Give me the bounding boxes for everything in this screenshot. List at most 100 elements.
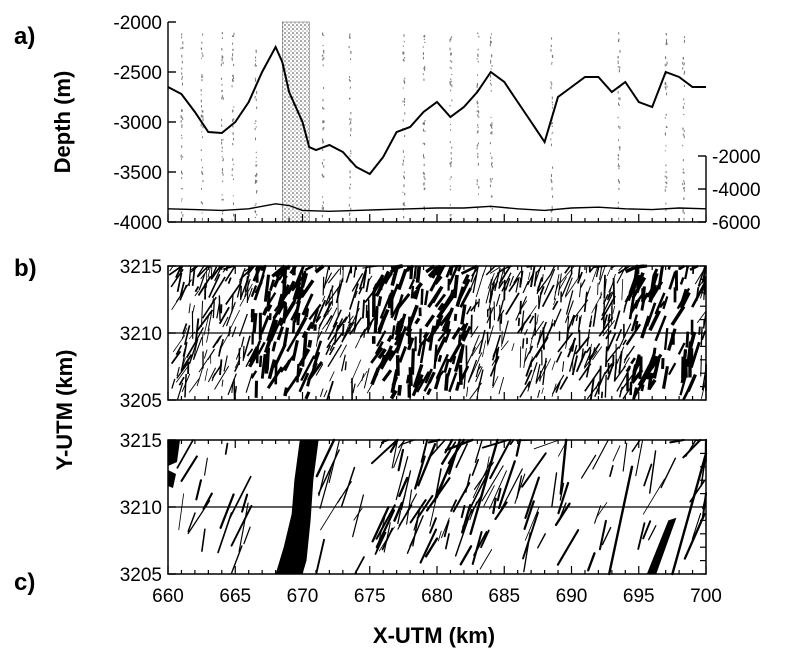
track-dot xyxy=(182,118,183,120)
track-dot xyxy=(182,47,183,48)
texture-stroke xyxy=(283,275,284,300)
texture-stroke xyxy=(281,355,294,372)
texture-stroke xyxy=(298,313,299,325)
track-dot xyxy=(233,164,234,165)
track-dot xyxy=(223,139,224,140)
texture-stroke xyxy=(232,327,236,337)
track-dot xyxy=(451,61,452,63)
track-dot xyxy=(323,201,324,203)
texture-stroke xyxy=(381,275,382,290)
texture-stroke xyxy=(554,274,559,300)
texture-stroke xyxy=(619,324,631,349)
track-dot xyxy=(181,158,182,159)
track-dot xyxy=(404,41,405,42)
texture-stroke xyxy=(579,283,581,298)
texture-stroke xyxy=(557,352,562,363)
track-dot xyxy=(477,110,478,112)
track-dot xyxy=(665,133,666,136)
track-dot xyxy=(665,82,666,85)
track-dot xyxy=(350,122,351,124)
track-dot xyxy=(322,120,323,123)
texture-stroke xyxy=(636,321,638,330)
texture-stroke xyxy=(242,337,244,347)
texture-stroke xyxy=(412,348,413,374)
track-dot xyxy=(478,143,479,145)
track-dot xyxy=(618,60,619,62)
track-dot xyxy=(665,86,666,88)
panel-label-a: a) xyxy=(14,23,35,50)
texture-stroke xyxy=(537,286,538,294)
panel-c-ytick-label: 3215 xyxy=(120,431,162,452)
texture-stroke xyxy=(306,392,309,399)
texture-stroke xyxy=(593,304,596,326)
track-dot xyxy=(478,49,479,51)
track-dot xyxy=(666,93,667,96)
track-dot xyxy=(201,149,202,151)
track-dot xyxy=(551,63,552,64)
track-dot xyxy=(255,78,256,79)
texture-stroke xyxy=(555,309,562,325)
track-dot xyxy=(424,39,425,40)
track-dot xyxy=(477,84,478,86)
track-dot xyxy=(181,120,182,123)
lineament xyxy=(595,506,601,523)
track-dot xyxy=(222,55,223,58)
track-dot xyxy=(202,171,203,173)
track-dot xyxy=(403,160,404,163)
texture-stroke xyxy=(189,266,191,286)
track-dot xyxy=(665,150,666,151)
track-dot xyxy=(423,123,424,125)
track-dot xyxy=(478,194,479,195)
texture-stroke xyxy=(496,294,500,306)
texture-stroke xyxy=(243,346,244,361)
texture-stroke xyxy=(229,278,231,284)
track-dot xyxy=(424,164,425,166)
track-dot xyxy=(255,205,256,206)
track-dot xyxy=(450,67,451,68)
track-dot xyxy=(322,149,323,151)
track-dot xyxy=(492,178,493,180)
track-dot xyxy=(222,213,223,215)
track-dot xyxy=(683,159,684,161)
lineament xyxy=(650,451,656,493)
track-dot xyxy=(202,34,203,36)
lineament xyxy=(244,527,250,543)
track-dot xyxy=(404,193,405,196)
lineament xyxy=(353,495,364,537)
track-dot xyxy=(404,156,405,157)
track-dot xyxy=(201,94,202,95)
texture-stroke xyxy=(608,333,616,350)
track-dot xyxy=(683,134,684,136)
track-dot xyxy=(181,137,182,138)
texture-stroke xyxy=(471,315,472,335)
texture-stroke xyxy=(284,306,285,318)
texture-stroke xyxy=(601,292,602,299)
track-dot xyxy=(552,123,553,124)
track-dot xyxy=(665,145,666,146)
track-dot xyxy=(181,212,182,214)
texture-stroke xyxy=(640,366,641,379)
texture-stroke xyxy=(284,328,287,346)
track-dot xyxy=(256,180,257,183)
track-dot xyxy=(665,176,666,178)
track-dot xyxy=(477,115,478,117)
track-dot xyxy=(618,188,619,190)
track-dot xyxy=(619,105,620,106)
track-dot xyxy=(201,100,202,103)
panel-b-ytick-label: 3205 xyxy=(120,391,162,412)
track-dot xyxy=(256,107,257,109)
track-dot xyxy=(256,173,257,175)
track-dot xyxy=(552,187,553,190)
track-dot xyxy=(255,203,256,204)
track-dot xyxy=(477,145,478,147)
track-dot xyxy=(323,51,324,54)
panel-a-ytick-label: -2000 xyxy=(113,13,162,34)
texture-stroke xyxy=(343,324,344,336)
track-dot xyxy=(181,171,182,174)
track-dot xyxy=(550,49,551,52)
texture-stroke xyxy=(425,291,427,306)
track-dot xyxy=(222,181,223,183)
x-tick-label: 660 xyxy=(152,586,184,607)
track-dot xyxy=(450,78,451,80)
